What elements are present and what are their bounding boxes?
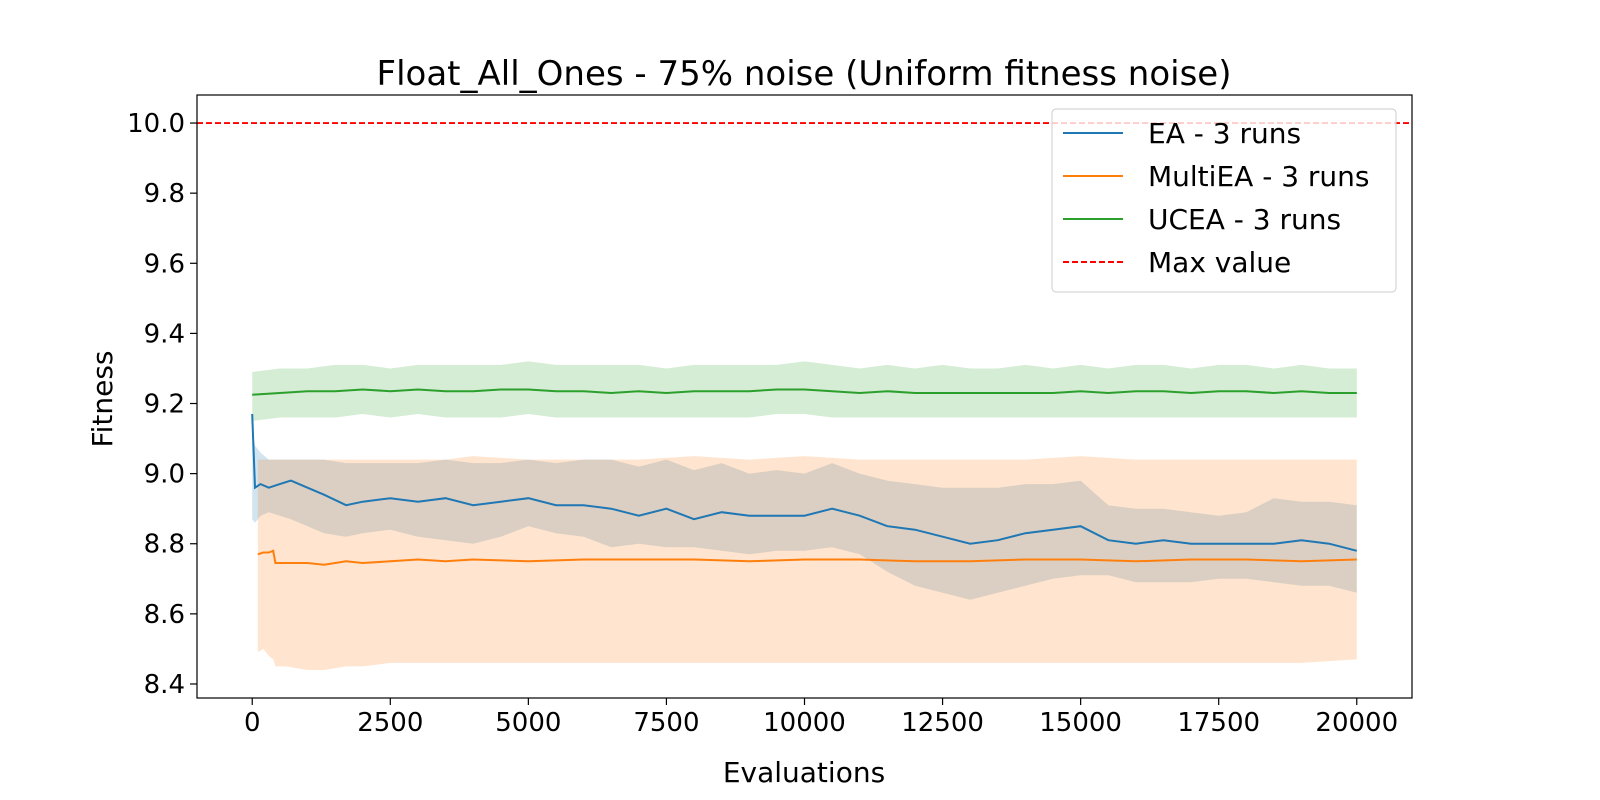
x-tick-label: 12500 [901, 708, 984, 738]
y-tick-label: 9.4 [144, 319, 185, 349]
y-tick-label: 8.6 [144, 600, 185, 630]
legend-label: EA - 3 runs [1148, 117, 1301, 150]
plot-area [197, 122, 1412, 670]
x-tick-label: 5000 [495, 708, 561, 738]
y-tick-label: 9.2 [144, 390, 185, 420]
x-tick-label: 10000 [763, 708, 846, 738]
legend-label: MultiEA - 3 runs [1148, 160, 1370, 193]
axes: 0 2500 5000 7500 10000 12500 15000 17500 20000 8.… [127, 94, 1413, 738]
x-axis-title: Evaluations [723, 756, 885, 789]
x-tick-label: 2500 [357, 708, 423, 738]
x-tick-label: 15000 [1039, 708, 1122, 738]
x-tick-label: 20000 [1315, 708, 1398, 738]
y-tick-label: 10.0 [127, 109, 185, 139]
x-tick-label: 7500 [633, 708, 699, 738]
legend: EA - 3 runs MultiEA - 3 runs UCEA - 3 runs… [1051, 108, 1397, 293]
series-line-1 [251, 413, 1358, 552]
chart-title: Float_All_Ones - 75% noise (Uniform fitn… [377, 54, 1232, 94]
series-line-3 [252, 388, 1357, 396]
y-tick-label: 9.0 [144, 460, 185, 490]
series-band-2 [257, 456, 1357, 670]
y-tick-label: 9.6 [144, 249, 185, 279]
legend-label: UCEA - 3 runs [1148, 203, 1341, 236]
series-band-3 [252, 361, 1357, 421]
legend-box [1051, 108, 1397, 293]
y-axis-title: Fitness [86, 351, 119, 448]
series-line-2 [257, 549, 1357, 566]
legend-label: Max value [1148, 246, 1291, 279]
y-tick-label: 8.8 [144, 530, 185, 560]
plot-clip-group [197, 122, 1412, 670]
x-tick-label: 17500 [1177, 708, 1260, 738]
y-tick-label: 8.4 [144, 670, 185, 700]
y-tick-label: 9.8 [144, 179, 185, 209]
x-tick-label: 0 [244, 708, 261, 738]
